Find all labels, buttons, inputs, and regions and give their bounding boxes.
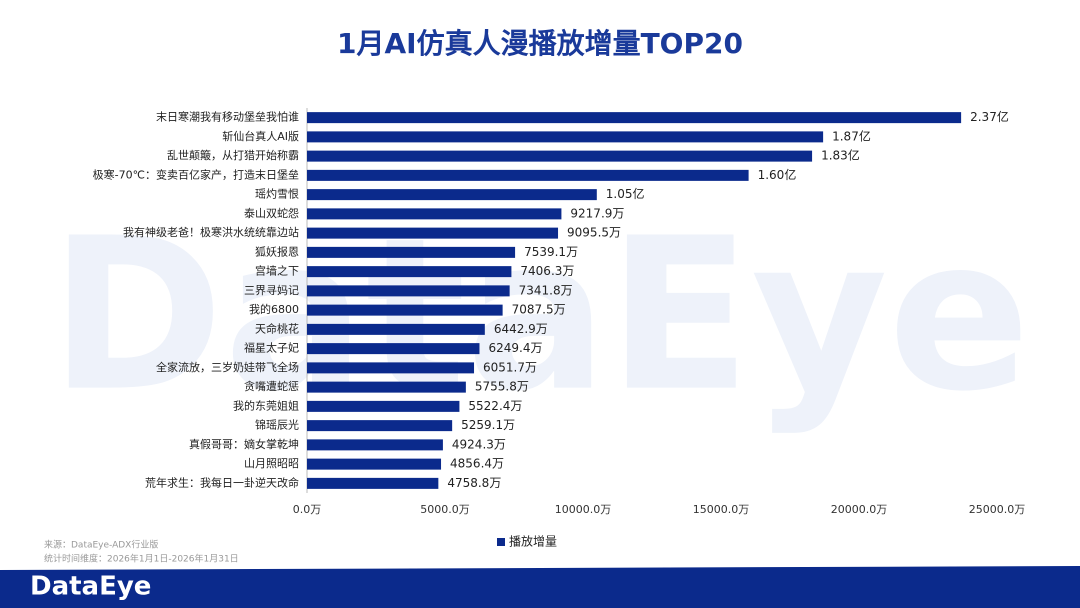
y-tick-label: 狐妖报恩	[255, 244, 299, 258]
bar	[307, 400, 460, 412]
bar	[307, 112, 962, 124]
footer-bar	[0, 566, 1080, 608]
legend-swatch	[497, 538, 505, 546]
bar	[307, 131, 824, 143]
y-tick-label: 我的东莞姐姐	[233, 398, 299, 412]
x-tick-label: 20000.0万	[831, 503, 888, 516]
y-tick-label: 真假哥哥：嫡女掌乾坤	[189, 437, 299, 451]
value-label: 6249.4万	[488, 341, 542, 355]
value-label: 5259.1万	[461, 418, 515, 432]
y-tick-label: 福星太子妃	[244, 341, 299, 355]
x-tick-label: 15000.0万	[693, 503, 750, 516]
y-tick-label: 乱世颠簸，从打猎开始称霸	[167, 148, 299, 162]
bar	[307, 458, 442, 470]
bar	[307, 246, 516, 258]
value-label: 1.83亿	[821, 148, 860, 163]
logo: DataEye	[30, 572, 151, 602]
y-tick-label: 锦瑶辰光	[255, 418, 299, 432]
value-label: 1.60亿	[758, 167, 797, 182]
bar	[307, 266, 512, 278]
source-note: 来源：DataEye-ADX行业版	[44, 539, 158, 551]
y-tick-label: 宫墙之下	[255, 264, 299, 278]
value-label: 1.05亿	[606, 186, 645, 201]
value-label: 4856.4万	[450, 457, 504, 471]
bar	[307, 227, 559, 239]
y-tick-label: 末日寒潮我有移动堡垒我怕谁	[156, 110, 299, 124]
y-tick-label: 极寒-70℃：变卖百亿家产，打造末日堡垒	[93, 167, 299, 181]
y-tick-label: 三界寻妈记	[244, 283, 299, 297]
y-tick-label: 我有神级老爸！极寒洪水统统靠边站	[123, 225, 299, 239]
bar	[307, 420, 453, 432]
legend-label: 播放增量	[509, 534, 557, 549]
bar	[307, 323, 485, 335]
value-label: 7406.3万	[520, 264, 574, 278]
value-label: 5755.8万	[475, 380, 529, 394]
x-tick-label: 25000.0万	[969, 503, 1026, 516]
bar	[307, 304, 503, 316]
bar	[307, 381, 466, 393]
y-tick-label: 泰山双蛇怨	[244, 206, 299, 220]
y-tick-label: 山月照昭昭	[244, 457, 299, 470]
value-label: 5522.4万	[468, 399, 522, 413]
value-label: 7341.8万	[519, 283, 573, 297]
x-tick-label: 5000.0万	[420, 503, 470, 516]
y-tick-label: 全家流放，三岁奶娃带飞全场	[156, 360, 299, 374]
value-label: 7539.1万	[524, 245, 578, 259]
bar	[307, 439, 443, 451]
bar	[307, 477, 439, 489]
chart-title: 1月AI仿真人漫播放增量TOP20	[337, 27, 743, 60]
value-label: 4758.8万	[447, 476, 501, 490]
bar	[307, 189, 597, 201]
y-tick-label: 瑶灼雪恨	[255, 187, 299, 201]
bar	[307, 208, 562, 220]
y-tick-label: 荒年求生：我每日一卦逆天改命	[145, 475, 299, 489]
x-tick-label: 0.0万	[293, 503, 322, 516]
value-label: 7087.5万	[512, 303, 566, 317]
value-label: 1.87亿	[832, 128, 871, 143]
value-label: 6442.9万	[494, 322, 548, 336]
period-note: 统计时间维度：2026年1月1日-2026年1月31日	[44, 553, 239, 565]
value-label: 2.37亿	[970, 109, 1009, 124]
bar	[307, 362, 475, 374]
y-tick-label: 天命桃花	[255, 321, 299, 335]
bar	[307, 343, 480, 355]
y-tick-label: 斩仙台真人AI版	[222, 129, 299, 143]
x-tick-label: 10000.0万	[555, 503, 612, 516]
bar	[307, 150, 813, 162]
y-tick-label: 贪嘴遭蛇惩	[244, 379, 299, 393]
bar	[307, 169, 749, 181]
bar	[307, 285, 510, 297]
value-label: 9095.5万	[567, 226, 621, 240]
value-label: 4924.3万	[452, 437, 506, 451]
value-label: 6051.7万	[483, 360, 537, 374]
y-tick-label: 我的6800	[249, 302, 299, 316]
value-label: 9217.9万	[570, 206, 624, 220]
